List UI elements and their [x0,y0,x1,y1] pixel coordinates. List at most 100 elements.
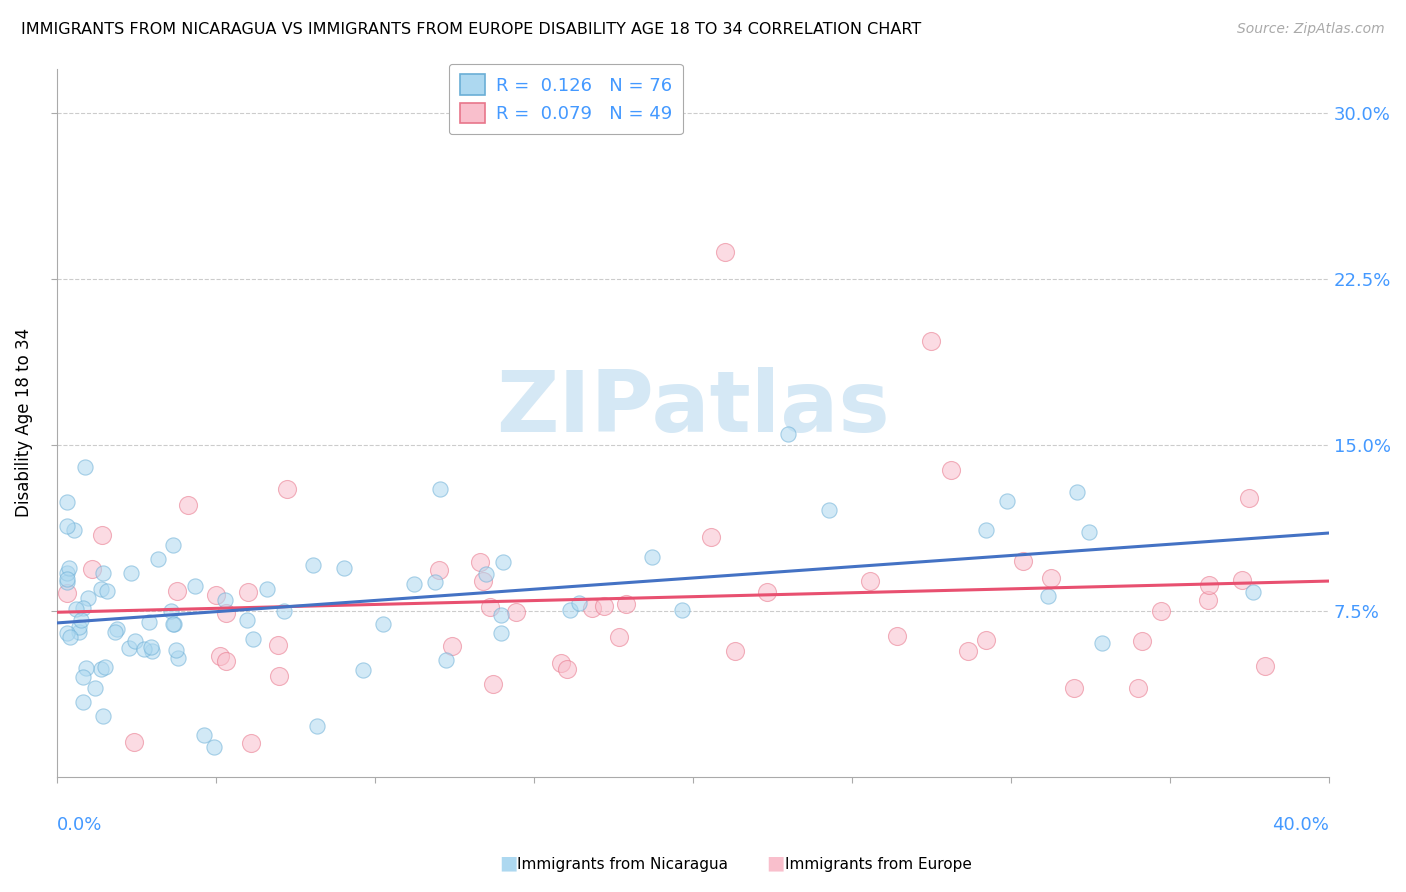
Point [614,597,637,611]
Point [215,606,238,620]
Point [1066,485,1088,500]
Point [58,561,80,575]
Point [56,626,79,640]
Point [184,579,207,593]
Point [165,642,187,657]
Point [1230,573,1253,587]
Point [242,632,264,647]
Point [94,660,117,674]
Point [93,566,115,581]
Point [239,736,262,750]
Point [138,615,160,629]
Point [440,640,463,654]
Point [141,644,163,658]
Point [886,629,908,643]
Point [472,574,495,588]
Point [63,523,86,537]
Point [371,616,394,631]
Point [352,663,374,677]
Point [205,588,228,602]
Y-axis label: Disability Age 18 to 34: Disability Age 18 to 34 [15,328,32,517]
Point [105,622,128,636]
Point [974,632,997,647]
Point [305,718,328,732]
Point [491,608,513,623]
Point [920,334,942,348]
Legend: R =  0.126   N = 76, R =  0.079   N = 49: R = 0.126 N = 76, R = 0.079 N = 49 [449,63,683,134]
Point [72,601,94,615]
Text: IMMIGRANTS FROM NICARAGUA VS IMMIGRANTS FROM EUROPE DISABILITY AGE 18 TO 34 CORR: IMMIGRANTS FROM NICARAGUA VS IMMIGRANTS … [21,22,921,37]
Point [269,669,291,683]
Point [70,613,93,627]
Point [104,624,127,639]
Point [560,603,582,617]
Point [939,463,962,477]
Point [714,245,737,260]
Point [160,604,183,618]
Point [1063,681,1085,695]
Point [470,555,492,569]
Point [120,566,142,580]
Point [75,661,97,675]
Text: ■: ■ [766,854,785,872]
Point [93,709,115,723]
Point [1091,636,1114,650]
Point [118,641,141,656]
Point [162,616,184,631]
Point [700,530,723,544]
Point [550,656,572,670]
Point [72,695,94,709]
Point [858,574,880,588]
Point [96,583,118,598]
Point [475,566,498,581]
Point [818,503,841,517]
Text: 40.0%: 40.0% [1272,815,1329,833]
Point [177,498,200,512]
Point [80,562,103,576]
Point [214,592,236,607]
Point [122,735,145,749]
Point [1197,593,1219,607]
Point [65,602,87,616]
Point [273,603,295,617]
Point [76,591,98,605]
Point [59,630,82,644]
Point [555,662,578,676]
Point [56,495,79,509]
Text: 0.0%: 0.0% [58,815,103,833]
Text: Immigrants from Europe: Immigrants from Europe [785,857,972,872]
Point [73,459,96,474]
Point [1254,659,1277,673]
Point [1078,524,1101,539]
Point [267,638,290,652]
Point [995,494,1018,508]
Point [755,585,778,599]
Point [84,681,107,696]
Point [1198,578,1220,592]
Point [1149,604,1171,618]
Point [1126,681,1149,695]
Point [67,624,90,639]
Point [956,643,979,657]
Point [91,528,114,542]
Text: Source: ZipAtlas.com: Source: ZipAtlas.com [1237,22,1385,37]
Point [238,585,260,599]
Point [193,728,215,742]
Point [90,582,112,597]
Point [425,574,447,589]
Point [1237,491,1260,505]
Point [67,620,90,634]
Point [166,584,188,599]
Point [492,555,515,569]
Point [592,599,614,613]
Text: ■: ■ [499,854,517,872]
Point [429,483,451,497]
Point [641,550,664,565]
Point [1241,584,1264,599]
Point [974,523,997,537]
Point [427,563,450,577]
Point [1039,571,1062,585]
Text: ZIPatlas: ZIPatlas [496,367,890,450]
Point [146,551,169,566]
Point [332,561,354,575]
